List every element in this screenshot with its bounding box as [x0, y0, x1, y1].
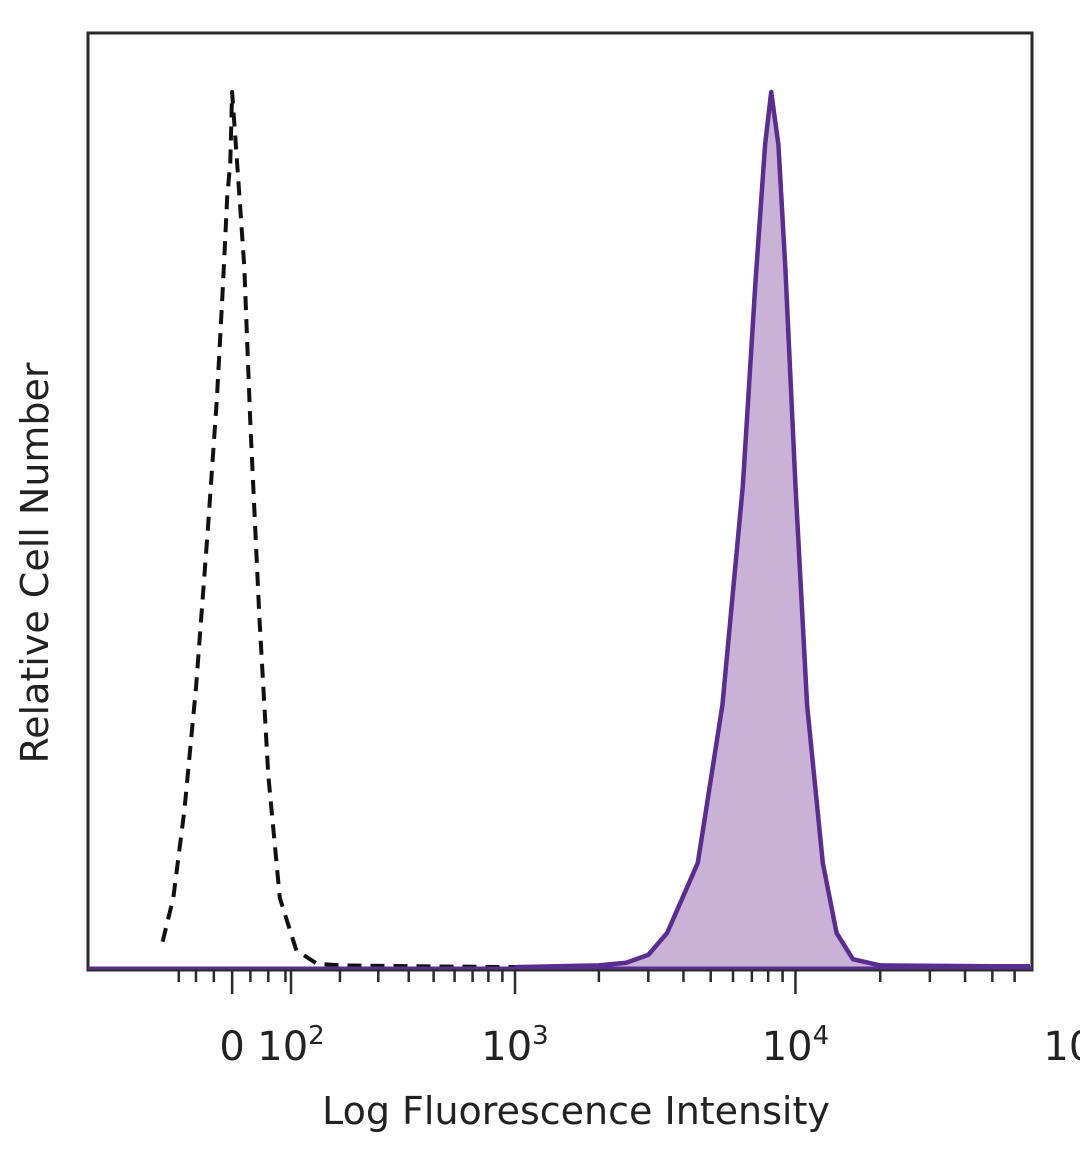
series-0-line	[160, 90, 516, 970]
x-tick-label: 104	[762, 1021, 829, 1070]
x-tick-label: 102	[257, 1021, 324, 1070]
series-layer	[88, 89, 1032, 970]
x-tick-label: 0	[219, 1024, 244, 1070]
x-axis-tick-labels: 0 102 103 104 105	[219, 1021, 1080, 1070]
y-axis-title: Relative Cell Number	[13, 362, 57, 763]
x-axis-ticks	[177, 970, 1016, 994]
x-axis-title: Log Fluorescence Intensity	[322, 1089, 830, 1133]
plot-frame	[86, 31, 1034, 972]
series-1-fill	[515, 92, 1030, 968]
series-1-line	[514, 89, 1030, 970]
x-tick-label: 103	[481, 1021, 548, 1070]
x-tick-label: 105	[1043, 1021, 1080, 1070]
